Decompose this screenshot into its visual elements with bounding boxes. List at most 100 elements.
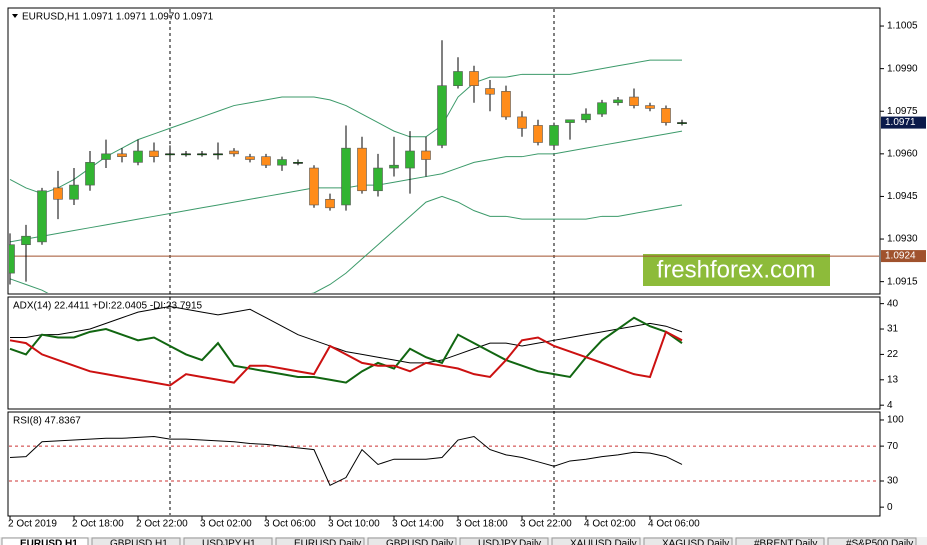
candle-body bbox=[9, 244, 15, 274]
x-tick-label: 4 Oct 02:00 bbox=[584, 519, 636, 530]
candle-body bbox=[517, 116, 527, 129]
x-tick-label: 3 Oct 22:00 bbox=[520, 519, 572, 530]
x-tick-label: 3 Oct 02:00 bbox=[200, 519, 252, 530]
x-tick-label: 3 Oct 06:00 bbox=[264, 519, 316, 530]
chart-tab-label: XAGUSD,Daily bbox=[662, 539, 729, 545]
chart-tab[interactable] bbox=[551, 537, 641, 545]
y-tick-label: 1.0960 bbox=[887, 148, 918, 159]
candle-body bbox=[661, 108, 671, 123]
candle-body bbox=[69, 184, 79, 200]
x-tick-label: 3 Oct 10:00 bbox=[328, 519, 380, 530]
candle-body bbox=[501, 91, 511, 118]
x-tick-label: 3 Oct 14:00 bbox=[392, 519, 444, 530]
candle-body bbox=[197, 153, 207, 156]
y-tick-label: 100 bbox=[887, 415, 904, 426]
candle-body bbox=[245, 156, 255, 160]
chart-tab-label: EURUSD,Daily bbox=[294, 539, 361, 545]
candle-body bbox=[421, 150, 431, 160]
y-tick-label: 1.0975 bbox=[887, 106, 918, 117]
adx-panel bbox=[7, 296, 881, 410]
candle-body bbox=[581, 113, 591, 121]
candle-body bbox=[373, 167, 383, 192]
candle-body bbox=[85, 162, 95, 186]
candle-body bbox=[117, 153, 127, 157]
y-tick-label: 4 bbox=[887, 400, 893, 411]
y-tick-label: 1.0990 bbox=[887, 63, 918, 74]
candle-body bbox=[21, 235, 31, 246]
watermark: freshforex.com bbox=[657, 256, 816, 283]
indicator-line bbox=[9, 435, 683, 487]
chart-tab[interactable] bbox=[275, 537, 365, 545]
chart-tab-label: #S&P500,Daily bbox=[846, 539, 913, 545]
candle-body bbox=[357, 147, 367, 192]
candle-body bbox=[597, 102, 607, 115]
chart-tab[interactable] bbox=[459, 537, 549, 545]
last-price-label: 1.0971 bbox=[885, 117, 916, 128]
candle-body bbox=[677, 122, 687, 124]
chart-tab-label: #BRENT,Daily bbox=[754, 539, 817, 545]
candle-body bbox=[469, 71, 479, 86]
y-tick-label: 1.0915 bbox=[887, 276, 918, 287]
candle-body bbox=[405, 150, 415, 169]
main-panel bbox=[7, 7, 881, 295]
chart-tab[interactable] bbox=[1, 537, 89, 545]
candle-body bbox=[101, 153, 111, 160]
chart-tab-label: USDJPY,H1 bbox=[202, 539, 256, 545]
candle-body bbox=[341, 147, 351, 206]
chart-tab[interactable] bbox=[91, 537, 181, 545]
chart-tab[interactable] bbox=[735, 537, 825, 545]
chart-tab[interactable] bbox=[367, 537, 457, 545]
y-tick-label: 31 bbox=[887, 324, 899, 335]
x-tick-label: 2 Oct 18:00 bbox=[72, 519, 124, 530]
candle-body bbox=[261, 156, 271, 166]
candle-body bbox=[437, 85, 447, 146]
candle-body bbox=[181, 153, 191, 156]
candle-body bbox=[533, 125, 543, 143]
chart-tab-label: GBPUSD,Daily bbox=[386, 539, 453, 545]
level-label: 1.0924 bbox=[885, 251, 916, 262]
x-tick-label: 3 Oct 18:00 bbox=[456, 519, 508, 530]
y-tick-label: 30 bbox=[887, 476, 899, 487]
candle-body bbox=[309, 167, 319, 206]
candle-body bbox=[213, 153, 223, 156]
candle-body bbox=[389, 164, 399, 169]
last-price-box bbox=[881, 116, 926, 129]
y-tick-label: 1.0945 bbox=[887, 191, 918, 202]
panel-title: ADX(14) 22.4411 +DI:22.0405 -DI:23.7915 bbox=[13, 301, 203, 312]
candle-body bbox=[293, 162, 303, 164]
dropdown-arrow bbox=[12, 14, 18, 18]
x-tick-label: 2 Oct 2019 bbox=[8, 519, 57, 530]
candle-body bbox=[133, 150, 143, 163]
chart-tab-label: USDJPY,Daily bbox=[478, 539, 541, 545]
panel-title: RSI(8) 47.8367 bbox=[13, 416, 81, 427]
candle-body bbox=[165, 153, 175, 156]
y-tick-label: 40 bbox=[887, 298, 899, 309]
candle-body bbox=[453, 71, 463, 86]
indicator-line bbox=[9, 330, 683, 387]
x-tick-label: 2 Oct 22:00 bbox=[136, 519, 188, 530]
chart-tab[interactable] bbox=[643, 537, 733, 545]
y-tick-label: 0 bbox=[887, 502, 893, 513]
candle-body bbox=[37, 190, 47, 243]
watermark-box bbox=[643, 254, 830, 286]
panel-title: EURUSD,H1 1.0971 1.0971 1.0970 1.0971 bbox=[22, 12, 214, 23]
y-tick-label: 1.0930 bbox=[887, 234, 918, 245]
indicator-line bbox=[9, 195, 683, 293]
y-tick-label: 22 bbox=[887, 349, 899, 360]
candle-body bbox=[53, 187, 63, 200]
candle-body bbox=[549, 125, 559, 146]
candle-body bbox=[229, 150, 239, 155]
candle-body bbox=[629, 96, 639, 106]
chart-tab[interactable] bbox=[183, 537, 273, 545]
rsi-panel bbox=[7, 411, 881, 517]
candle-body bbox=[645, 105, 655, 109]
candle-body bbox=[325, 198, 335, 209]
candle-body bbox=[565, 119, 575, 123]
indicator-line bbox=[10, 305, 683, 364]
y-tick-label: 13 bbox=[887, 374, 899, 385]
level-label-box bbox=[881, 250, 926, 263]
y-tick-label: 70 bbox=[887, 441, 899, 452]
chart-tab[interactable] bbox=[827, 537, 917, 545]
candle-body bbox=[485, 88, 495, 95]
